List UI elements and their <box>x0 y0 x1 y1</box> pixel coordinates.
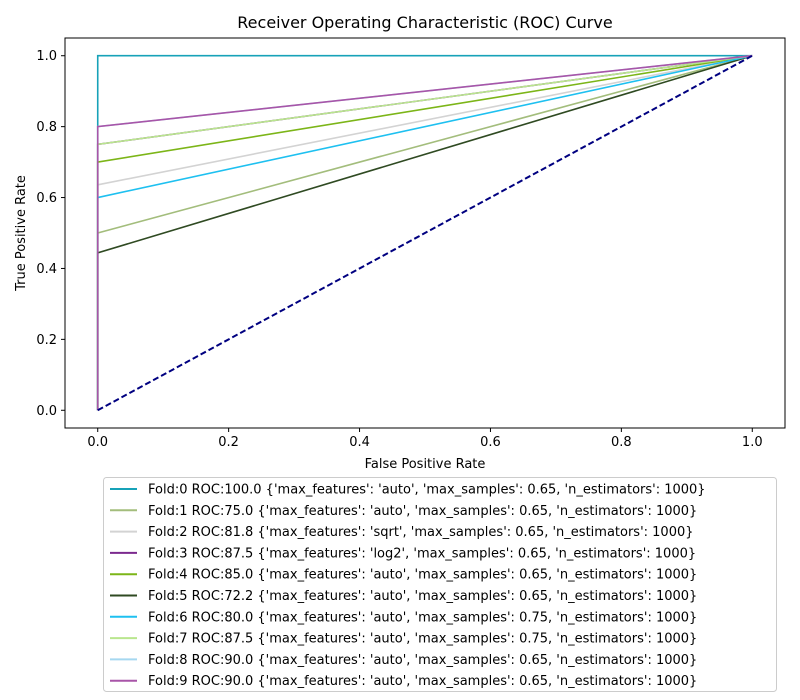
y-tick-label: 0.2 <box>36 333 57 348</box>
x-tick-label: 0.0 <box>87 435 108 450</box>
x-tick-label: 0.2 <box>218 435 239 450</box>
legend-label-fold-8: Fold:8 ROC:90.0 {'max_features': 'auto',… <box>148 653 697 668</box>
x-tick-label: 0.4 <box>349 435 370 450</box>
roc-curve-fold-9 <box>96 54 753 411</box>
legend-label-fold-1: Fold:1 ROC:75.0 {'max_features': 'auto',… <box>148 504 697 519</box>
chart-title: Receiver Operating Characteristic (ROC) … <box>237 13 612 32</box>
x-axis: 0.0 0.2 0.4 0.6 0.8 1.0 <box>87 428 763 450</box>
legend: Fold:0 ROC:100.0 {'max_features': 'auto'… <box>103 477 777 692</box>
x-tick-label: 1.0 <box>742 435 763 450</box>
x-axis-label: False Positive Rate <box>365 457 486 472</box>
legend-label-fold-3: Fold:3 ROC:87.5 {'max_features': 'log2',… <box>148 546 696 561</box>
y-axis: 0.0 0.2 0.4 0.6 0.8 1.0 <box>36 49 65 419</box>
legend-label-fold-2: Fold:2 ROC:81.8 {'max_features': 'sqrt',… <box>148 525 694 540</box>
x-tick-label: 0.6 <box>480 435 501 450</box>
legend-items: Fold:0 ROC:100.0 {'max_features': 'auto'… <box>110 483 706 689</box>
chance-diagonal-line <box>97 54 753 412</box>
reference-line <box>97 54 753 412</box>
y-tick-label: 1.0 <box>36 49 57 64</box>
y-axis-label: True Positive Rate <box>14 175 29 292</box>
legend-label-fold-7: Fold:7 ROC:87.5 {'max_features': 'auto',… <box>148 632 697 647</box>
plot-frame <box>64 37 786 429</box>
y-tick-label: 0.6 <box>36 191 57 206</box>
legend-label-fold-6: Fold:6 ROC:80.0 {'max_features': 'auto',… <box>148 610 697 625</box>
y-tick-label: 0.4 <box>36 262 57 277</box>
x-tick-label: 0.8 <box>611 435 632 450</box>
plot-lines <box>96 54 753 411</box>
legend-label-fold-4: Fold:4 ROC:85.0 {'max_features': 'auto',… <box>148 568 697 583</box>
y-tick-label: 0.0 <box>36 404 57 419</box>
y-tick-label: 0.8 <box>36 120 57 135</box>
legend-label-fold-9: Fold:9 ROC:90.0 {'max_features': 'auto',… <box>148 674 697 689</box>
legend-frame <box>103 477 777 692</box>
legend-label-fold-5: Fold:5 ROC:72.2 {'max_features': 'auto',… <box>148 589 697 604</box>
legend-label-fold-0: Fold:0 ROC:100.0 {'max_features': 'auto'… <box>148 483 706 498</box>
